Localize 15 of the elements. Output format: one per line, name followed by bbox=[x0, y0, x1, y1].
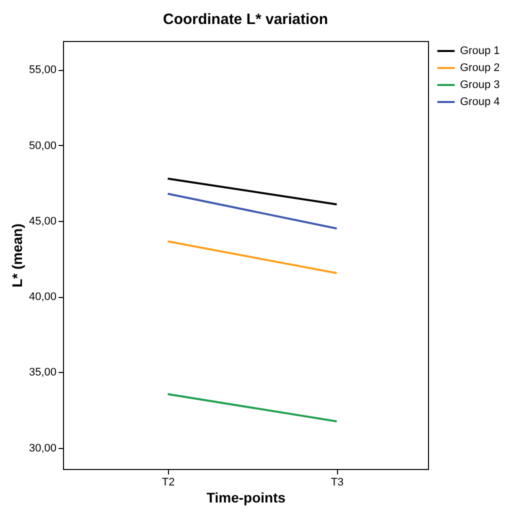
y-tick-label: 40,00 bbox=[28, 291, 56, 304]
y-tick-label: 45,00 bbox=[28, 215, 56, 228]
legend-label: Group 4 bbox=[460, 96, 500, 108]
y-tick-label: 50,00 bbox=[28, 140, 56, 152]
y-axis-title: L* (mean) bbox=[8, 224, 25, 288]
y-tick-label: 35,00 bbox=[28, 366, 56, 379]
y-tick-label: 55,00 bbox=[28, 64, 56, 76]
x-tick-label: T2 bbox=[162, 476, 175, 488]
chart-title: Coordinate L* variation bbox=[162, 11, 328, 28]
legend-label: Group 2 bbox=[460, 62, 500, 74]
x-tick-label: T3 bbox=[330, 476, 344, 488]
y-tick-label: 30,00 bbox=[28, 442, 56, 454]
x-axis-title: Time-points bbox=[206, 490, 286, 506]
legend-label: Group 3 bbox=[460, 79, 500, 91]
legend-label: Group 1 bbox=[460, 45, 500, 57]
